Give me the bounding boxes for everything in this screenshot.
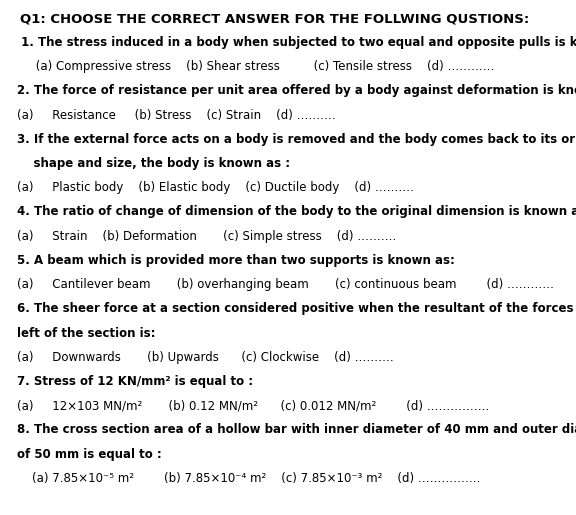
Text: left of the section is:: left of the section is: [17, 327, 156, 339]
Text: 5. A beam which is provided more than two supports is known as:: 5. A beam which is provided more than tw… [17, 254, 455, 267]
Text: 6. The sheer force at a section considered positive when the resultant of the fo: 6. The sheer force at a section consider… [17, 302, 576, 315]
Text: 7. Stress of 12 KN/mm² is equal to :: 7. Stress of 12 KN/mm² is equal to : [17, 375, 253, 388]
Text: Q1: CHOOSE THE CORRECT ANSWER FOR THE FOLLWING QUSTIONS:: Q1: CHOOSE THE CORRECT ANSWER FOR THE FO… [20, 13, 529, 26]
Text: 1. The stress induced in a body when subjected to two equal and opposite pulls i: 1. The stress induced in a body when sub… [17, 36, 576, 49]
Text: (a) Compressive stress    (b) Shear stress         (c) Tensile stress    (d) ………: (a) Compressive stress (b) Shear stress … [17, 60, 495, 73]
Text: 3. If the external force acts on a body is removed and the body comes back to it: 3. If the external force acts on a body … [17, 133, 576, 146]
Text: (a)     Strain    (b) Deformation       (c) Simple stress    (d) ……….: (a) Strain (b) Deformation (c) Simple st… [17, 230, 396, 243]
Text: (a)     Resistance     (b) Stress    (c) Strain    (d) ……….: (a) Resistance (b) Stress (c) Strain (d)… [17, 109, 336, 122]
Text: (a)     12×103 MN/m²       (b) 0.12 MN/m²      (c) 0.012 MN/m²        (d) …………….: (a) 12×103 MN/m² (b) 0.12 MN/m² (c) 0.01… [17, 399, 490, 412]
Text: 8. The cross section area of a hollow bar with inner diameter of 40 mm and outer: 8. The cross section area of a hollow ba… [17, 423, 576, 436]
Text: (a)     Plastic body    (b) Elastic body    (c) Ductile body    (d) ……….: (a) Plastic body (b) Elastic body (c) Du… [17, 181, 414, 194]
Text: shape and size, the body is known as :: shape and size, the body is known as : [17, 157, 290, 170]
Text: 4. The ratio of change of dimension of the body to the original dimension is kno: 4. The ratio of change of dimension of t… [17, 205, 576, 218]
Text: (a) 7.85×10⁻⁵ m²        (b) 7.85×10⁻⁴ m²    (c) 7.85×10⁻³ m²    (d) …………….: (a) 7.85×10⁻⁵ m² (b) 7.85×10⁻⁴ m² (c) 7.… [17, 472, 480, 485]
Text: of 50 mm is equal to :: of 50 mm is equal to : [17, 448, 162, 460]
Text: (a)     Cantilever beam       (b) overhanging beam       (c) continuous beam    : (a) Cantilever beam (b) overhanging beam… [17, 278, 554, 291]
Text: (a)     Downwards       (b) Upwards      (c) Clockwise    (d) ……….: (a) Downwards (b) Upwards (c) Clockwise … [17, 351, 394, 364]
Text: 2. The force of resistance per unit area offered by a body against deformation i: 2. The force of resistance per unit area… [17, 84, 576, 97]
